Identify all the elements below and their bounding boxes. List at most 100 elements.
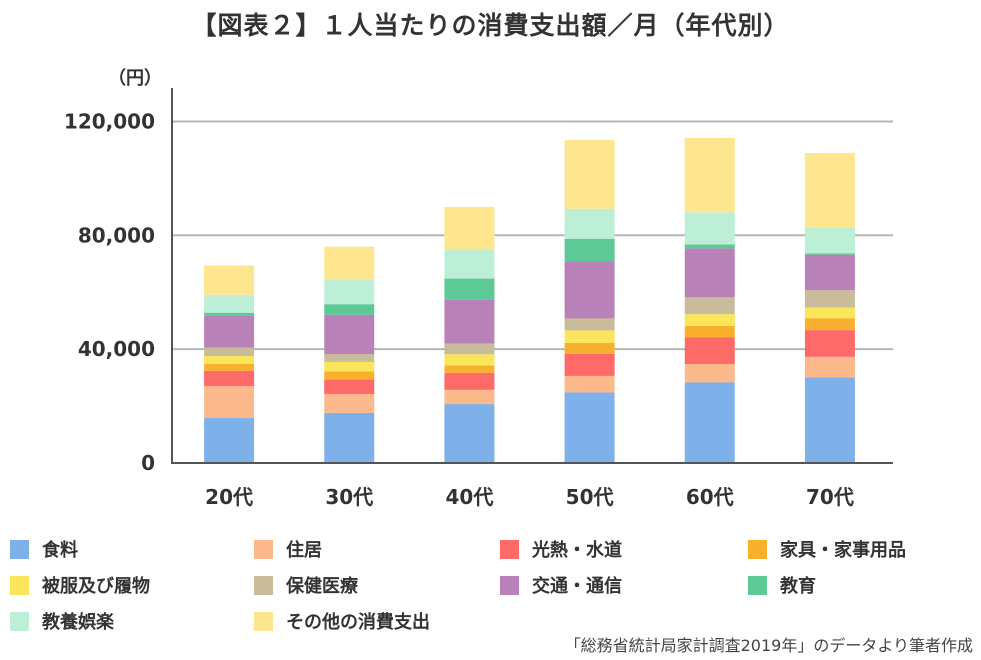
bar-segment-60代-教養娯楽 [684, 212, 735, 245]
bar-segment-50代-交通・通信 [564, 261, 615, 319]
bar-segment-50代-教養娯楽 [564, 208, 615, 239]
bar-segment-40代-その他の消費支出 [444, 206, 495, 250]
bar-segment-40代-住居 [444, 389, 495, 405]
legend-item: 教育 [748, 572, 816, 598]
legend-item: その他の消費支出 [254, 608, 430, 634]
legend-label: 住居 [286, 540, 322, 561]
bar-segment-30代-教養娯楽 [324, 279, 375, 305]
legend-swatch [254, 575, 273, 595]
bar-segment-50代-被服及び履物 [564, 330, 615, 343]
bar-segment-20代-教育 [204, 312, 255, 316]
bar-segment-70代-教育 [804, 253, 855, 255]
bar-segment-20代-保健医療 [204, 347, 255, 356]
bar-segment-60代-保健医療 [684, 297, 735, 315]
bar-segment-20代-住居 [204, 386, 255, 419]
bar-segment-40代-食料 [444, 404, 495, 463]
legend-item: 住居 [254, 536, 322, 562]
bar-segment-40代-被服及び履物 [444, 354, 495, 366]
bar-segment-30代-保健医療 [324, 353, 375, 362]
bar-segment-60代-家具・家事用品 [684, 325, 735, 338]
x-tick-label: 60代 [686, 485, 734, 509]
bar-segment-30代-家具・家事用品 [324, 371, 375, 380]
bar-segment-30代-被服及び履物 [324, 361, 375, 372]
y-tick-label: 0 [141, 451, 155, 475]
bar-segment-40代-交通・通信 [444, 299, 495, 344]
bar-segment-70代-被服及び履物 [804, 307, 855, 319]
bar-segment-50代-教育 [564, 238, 615, 262]
bar-segment-50代-食料 [564, 392, 615, 463]
legend-item: 食料 [10, 536, 78, 562]
legend-item: 被服及び履物 [10, 572, 150, 598]
bar-segment-70代-食料 [804, 377, 855, 463]
bar-segment-60代-被服及び履物 [684, 314, 735, 326]
bar-segment-70代-保健医療 [804, 290, 855, 308]
bar-segment-70代-光熱・水道 [804, 330, 855, 357]
bar-segment-60代-光熱・水道 [684, 337, 735, 364]
legend-label: 保健医療 [286, 576, 358, 597]
x-tick-label: 20代 [205, 485, 253, 509]
legend-swatch [10, 539, 29, 559]
bar-segment-70代-教養娯楽 [804, 227, 855, 254]
bar-segment-60代-教育 [684, 244, 735, 249]
legend-swatch [254, 611, 273, 631]
bar-segment-60代-交通・通信 [684, 248, 735, 298]
bar-segment-40代-教養娯楽 [444, 249, 495, 279]
bar-segment-40代-保健医療 [444, 343, 495, 355]
legend-label: 教育 [780, 576, 816, 597]
bar-segment-50代-家具・家事用品 [564, 342, 615, 354]
bar-segment-70代-家具・家事用品 [804, 318, 855, 331]
bar-segment-30代-住居 [324, 394, 375, 413]
legend-swatch [500, 575, 519, 595]
bar-segment-30代-光熱・水道 [324, 379, 375, 395]
source-note: 「総務省統計局家計調査2019年」のデータより筆者作成 [564, 636, 973, 655]
legend-item: 保健医療 [254, 572, 358, 598]
bar-segment-50代-その他の消費支出 [564, 139, 615, 209]
bar-segment-40代-光熱・水道 [444, 372, 495, 390]
legend-swatch [10, 611, 29, 631]
bar-segment-60代-その他の消費支出 [684, 137, 735, 213]
legend-label: 被服及び履物 [42, 576, 150, 597]
x-tick-label: 40代 [445, 485, 493, 509]
bar-segment-50代-光熱・水道 [564, 353, 615, 376]
legend-label: 食料 [42, 540, 78, 561]
legend-item: 交通・通信 [500, 572, 622, 598]
y-tick-label: 40,000 [78, 337, 155, 361]
bar-segment-20代-家具・家事用品 [204, 363, 255, 371]
x-tick-label: 50代 [566, 485, 614, 509]
x-tick-label: 70代 [806, 485, 854, 509]
bar-segment-70代-交通・通信 [804, 254, 855, 291]
y-tick-label: 80,000 [78, 223, 155, 247]
bar-segment-50代-保健医療 [564, 318, 615, 331]
bar-segment-20代-光熱・水道 [204, 370, 255, 387]
bar-segment-40代-家具・家事用品 [444, 365, 495, 373]
bar-segment-30代-教育 [324, 304, 375, 315]
legend: 食料 住居 光熱・水道 家具・家事用品被服及び履物 保健医療 交通・通信 教育教養娯楽 その他… [0, 532, 981, 642]
legend-item: 教養娯楽 [10, 608, 114, 634]
bar-segment-60代-住居 [684, 363, 735, 383]
bar-segment-20代-食料 [204, 418, 255, 463]
legend-label: 光熱・水道 [532, 540, 622, 561]
legend-swatch [500, 539, 519, 559]
legend-label: 家具・家事用品 [780, 540, 906, 561]
stacked-bar-chart: 0 40,000 80,000 120,000 20代 30代 40代 50代 60代 70代 [64, 88, 893, 509]
bar-segment-20代-交通・通信 [204, 315, 255, 348]
legend-swatch [748, 575, 767, 595]
legend-label: 交通・通信 [532, 576, 622, 597]
bar-segment-50代-住居 [564, 375, 615, 393]
bar-segment-70代-その他の消費支出 [804, 153, 855, 228]
legend-label: 教養娯楽 [42, 612, 114, 633]
y-axis-unit-label: （円） [108, 68, 162, 89]
y-tick-label: 120,000 [64, 109, 155, 133]
legend-swatch [748, 539, 767, 559]
bar-segment-70代-住居 [804, 356, 855, 378]
bar-segment-40代-教育 [444, 278, 495, 300]
legend-swatch [10, 575, 29, 595]
x-tick-label: 30代 [325, 485, 373, 509]
bar-segment-20代-教養娯楽 [204, 294, 255, 313]
legend-item: 家具・家事用品 [748, 536, 906, 562]
bar-segment-30代-食料 [324, 412, 375, 463]
chart-title: 【図表２】１人当たりの消費支出額／月（年代別） [191, 11, 790, 40]
legend-label: その他の消費支出 [286, 612, 430, 633]
bar-segment-20代-その他の消費支出 [204, 265, 255, 295]
bar-segment-30代-交通・通信 [324, 314, 375, 354]
